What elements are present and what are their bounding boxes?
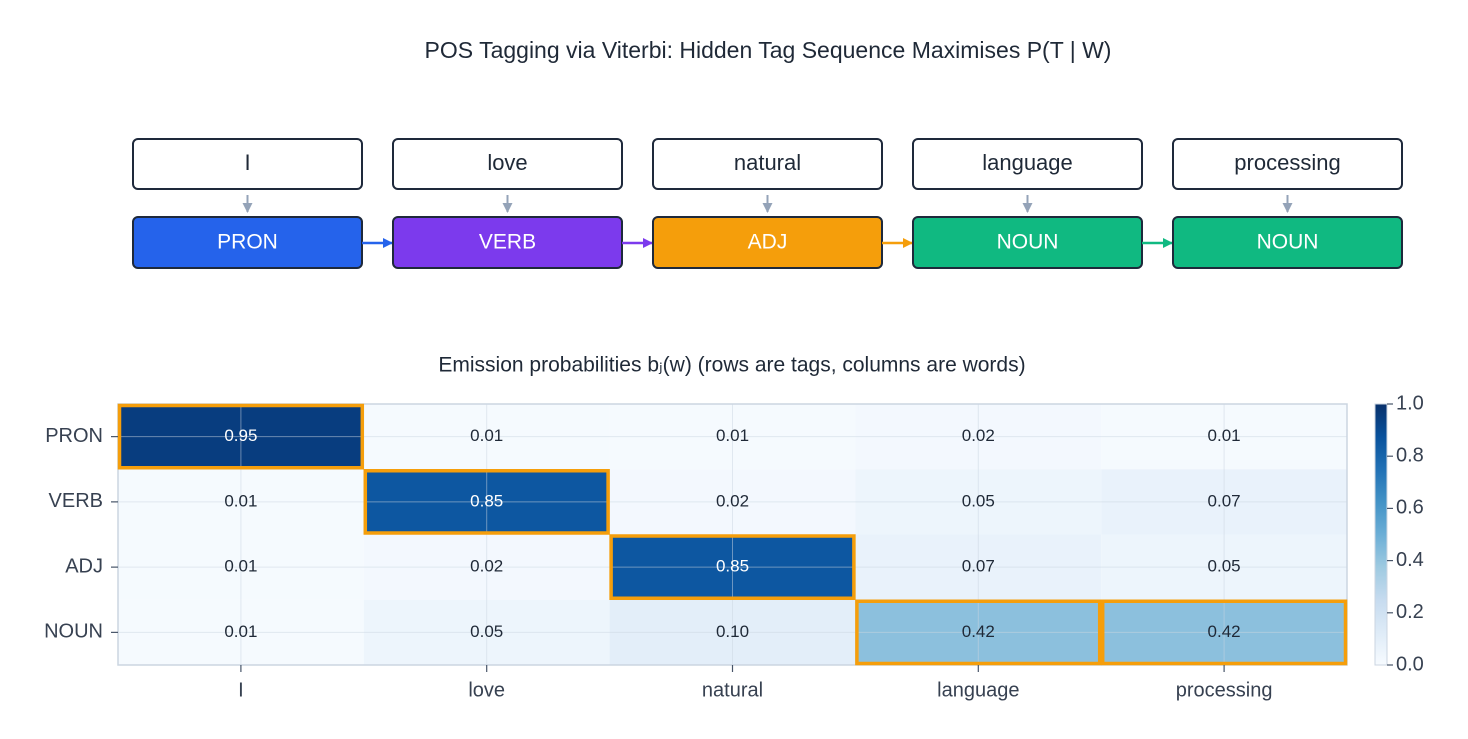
word-box bbox=[132, 138, 363, 190]
word-box bbox=[912, 138, 1143, 190]
x-tick-label: processing bbox=[1176, 679, 1273, 701]
cell-value: 0.01 bbox=[224, 491, 257, 510]
heatmap-title: Emission probabilities bⱼ(w) (rows are t… bbox=[438, 354, 1025, 377]
cell-value: 0.02 bbox=[716, 491, 749, 510]
cell-value: 0.42 bbox=[962, 622, 995, 641]
x-tick-label: language bbox=[937, 679, 1019, 701]
word-box bbox=[652, 138, 883, 190]
colorbar-tick-label: 0.0 bbox=[1396, 653, 1424, 675]
colorbar bbox=[1374, 403, 1388, 666]
cell-value: 0.02 bbox=[962, 426, 995, 445]
cell-value: 0.05 bbox=[1208, 557, 1241, 576]
viterbi-highlight bbox=[1100, 599, 1348, 666]
cell-value: 0.01 bbox=[470, 426, 503, 445]
y-tick-label: NOUN bbox=[44, 621, 103, 643]
word-box bbox=[392, 138, 623, 190]
cell-value: 0.95 bbox=[224, 426, 257, 445]
x-tick-label: I bbox=[238, 679, 244, 701]
tag-label: NOUN bbox=[997, 231, 1059, 254]
cell-value: 0.85 bbox=[470, 491, 503, 510]
x-tick-label: natural bbox=[702, 679, 763, 701]
cell-value: 0.85 bbox=[716, 557, 749, 576]
cell-value: 0.07 bbox=[1208, 491, 1241, 510]
y-tick-label: VERB bbox=[49, 490, 103, 512]
cell-value: 0.01 bbox=[224, 557, 257, 576]
cell-value: 0.10 bbox=[716, 622, 749, 641]
colorbar-tick-label: 1.0 bbox=[1396, 392, 1424, 414]
tag-label: VERB bbox=[479, 231, 536, 254]
word-box bbox=[1172, 138, 1403, 190]
tag-label: ADJ bbox=[748, 231, 788, 254]
colorbar-tick-label: 0.8 bbox=[1396, 444, 1424, 466]
viterbi-highlight bbox=[363, 469, 610, 535]
word-label: I bbox=[244, 150, 250, 175]
word-label: natural bbox=[734, 150, 801, 175]
figure-title: POS Tagging via Viterbi: Hidden Tag Sequ… bbox=[425, 37, 1112, 63]
word-label: processing bbox=[1234, 150, 1340, 175]
viterbi-highlight bbox=[117, 403, 365, 470]
cell-value: 0.05 bbox=[962, 491, 995, 510]
word-label: love bbox=[487, 150, 527, 175]
tag-box bbox=[1172, 216, 1403, 269]
x-tick-label: love bbox=[468, 679, 505, 701]
cell-value: 0.42 bbox=[1208, 622, 1241, 641]
tag-label: NOUN bbox=[1257, 231, 1319, 254]
cell-value: 0.01 bbox=[224, 622, 257, 641]
cell-value: 0.07 bbox=[962, 557, 995, 576]
y-tick-label: PRON bbox=[45, 425, 103, 447]
colorbar-tick-label: 0.2 bbox=[1396, 601, 1424, 623]
tag-label: PRON bbox=[217, 231, 278, 254]
cell-value: 0.01 bbox=[1208, 426, 1241, 445]
colorbar-tick-label: 0.4 bbox=[1396, 549, 1424, 571]
colorbar-tick-label: 0.6 bbox=[1396, 497, 1424, 519]
cell-value: 0.02 bbox=[470, 557, 503, 576]
viterbi-highlight bbox=[855, 599, 1102, 666]
cell-value: 0.05 bbox=[470, 622, 503, 641]
cell-value: 0.01 bbox=[716, 426, 749, 445]
y-tick-label: ADJ bbox=[65, 555, 103, 577]
word-label: language bbox=[982, 150, 1073, 175]
viterbi-highlight bbox=[609, 534, 856, 600]
